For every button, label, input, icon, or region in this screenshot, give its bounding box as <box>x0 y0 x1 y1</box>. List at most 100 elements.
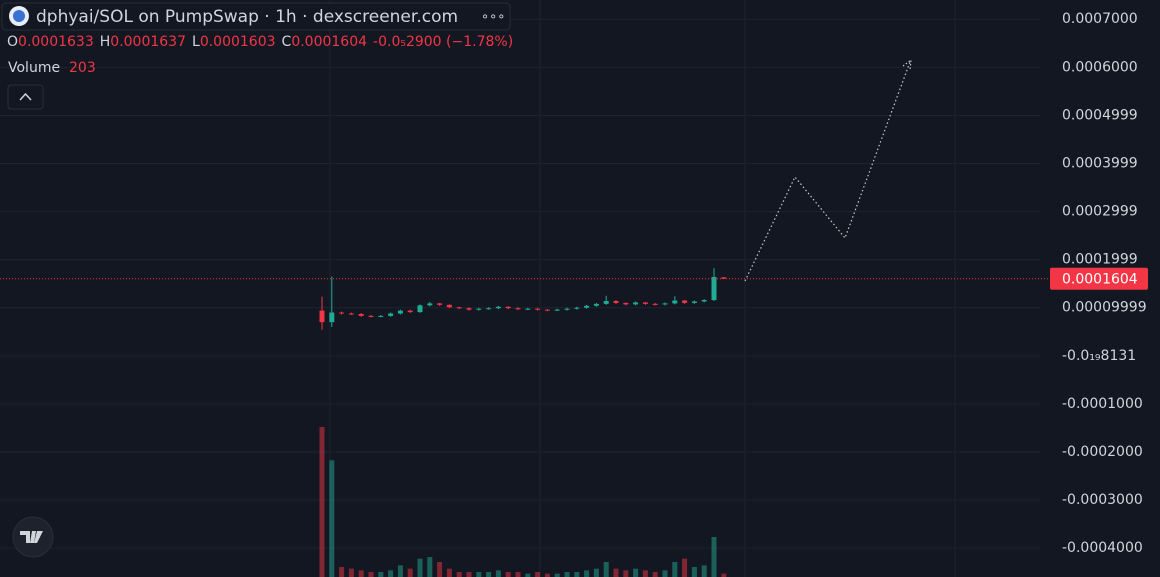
candle-body <box>329 312 335 323</box>
candle-body <box>397 310 403 314</box>
volume-bar <box>652 572 658 577</box>
candle-body <box>593 303 599 306</box>
volume-bar <box>711 537 717 577</box>
tv-logo-mark <box>20 531 43 543</box>
change: -0.0₅2900 (−1.78%) <box>373 34 513 50</box>
candle-body <box>544 309 550 311</box>
ohlc-key: L <box>192 34 200 50</box>
volume-bars <box>319 427 727 577</box>
candles <box>0 268 1050 330</box>
volume-value: 203 <box>69 60 96 76</box>
collapse-button[interactable] <box>7 84 44 110</box>
candle-body <box>388 313 394 316</box>
candle-body <box>711 276 717 301</box>
candle-body <box>427 303 433 306</box>
volume-bar <box>613 568 619 577</box>
collapse-icon <box>19 92 32 101</box>
volume-bar <box>495 570 501 577</box>
volume-bar <box>456 572 462 577</box>
volume-bar <box>525 573 531 577</box>
candle-body <box>378 315 384 317</box>
y-tick-label: -0.0₁₉8131 <box>1062 348 1136 364</box>
candle-body <box>574 307 580 309</box>
y-tick-label: 0.00009999 <box>1062 300 1147 316</box>
volume-bar <box>378 572 384 577</box>
ohlc-value: 0.0001633 <box>18 34 94 50</box>
volume-bar <box>368 572 374 577</box>
candle-body <box>613 301 619 303</box>
volume-bar <box>388 570 394 577</box>
volume-bar <box>535 572 541 577</box>
header: dphyai/SOL on PumpSwap · 1h · dexscreene… <box>1 2 513 558</box>
candle-body <box>633 302 639 305</box>
candle-body <box>456 307 462 309</box>
candle-body <box>515 308 521 310</box>
candle-body <box>407 310 413 313</box>
volume-bar <box>348 568 354 577</box>
candle-body <box>476 308 482 310</box>
candle-body <box>652 303 658 305</box>
ohlc-value: 0.0001637 <box>110 34 186 50</box>
candle-body <box>564 308 570 310</box>
ohlc-value: 0.0001603 <box>200 34 276 50</box>
candle-body <box>486 308 492 310</box>
candle-body <box>535 308 541 310</box>
volume-bar <box>446 568 452 577</box>
volume-bar <box>319 427 325 577</box>
volume-bar <box>427 557 433 577</box>
candle-body <box>417 305 423 313</box>
last-price-tag <box>1050 267 1148 290</box>
candle-body <box>682 300 688 303</box>
ohlc-line: O0.0001633 H0.0001637 L0.0001603 C0.0001604… <box>7 34 513 50</box>
volume-bar <box>603 562 609 577</box>
menu-dots[interactable]: ∘∘∘ <box>481 10 505 25</box>
volume-bar <box>505 572 511 577</box>
candle-body <box>446 304 452 308</box>
candle-body <box>554 309 560 311</box>
y-tick-label: 0.0002999 <box>1062 204 1138 220</box>
volume-bar <box>339 567 345 577</box>
y-tick-label: 0.0001999 <box>1062 252 1138 268</box>
volume-bar <box>544 573 550 577</box>
candle-body <box>319 310 325 323</box>
volume-title: Volume <box>8 60 60 76</box>
volume-bar <box>564 572 570 577</box>
volume-bar <box>476 572 482 577</box>
volume-bar <box>691 567 697 577</box>
volume-bar <box>593 568 599 577</box>
y-tick-label: 0.0004999 <box>1062 107 1138 123</box>
y-tick-label: 0.0007000 <box>1062 11 1138 27</box>
candle-body <box>437 303 443 305</box>
volume-bar <box>397 565 403 577</box>
candle-body <box>623 302 629 305</box>
volume-bar <box>407 568 413 577</box>
volume-bar <box>623 570 629 577</box>
volume-bar <box>466 572 472 577</box>
last-price-label: 0.0001604 <box>1062 272 1138 288</box>
candle-body <box>368 315 374 317</box>
candle-body <box>505 306 511 309</box>
candle-body <box>584 305 590 308</box>
ohlc-key: C <box>282 34 292 50</box>
y-tick-label: -0.0002000 <box>1062 444 1143 460</box>
volume-bar <box>554 573 560 577</box>
volume-bar <box>642 570 648 577</box>
volume-bar <box>574 572 580 577</box>
volume-bar <box>515 572 521 577</box>
y-tick-label: -0.0003000 <box>1062 492 1143 508</box>
price-axis: 0.0007000 0.0006000 0.0004999 0.0003999 0.00… <box>1050 11 1148 556</box>
ohlc-key: H <box>100 34 111 50</box>
y-tick-label: -0.0001000 <box>1062 396 1143 412</box>
candle-body <box>691 301 697 303</box>
candle-body <box>358 313 364 316</box>
volume-bar <box>584 570 590 577</box>
volume-bar <box>486 572 492 577</box>
candle-body <box>701 300 707 302</box>
y-tick-label: 0.0006000 <box>1062 59 1138 75</box>
ohlc-key: O <box>7 34 18 50</box>
volume-bar <box>633 568 639 577</box>
candle-body <box>525 308 531 310</box>
volume-bar <box>329 460 335 577</box>
chart-title: dphyai/SOL on PumpSwap · 1h · dexscreene… <box>36 7 458 27</box>
